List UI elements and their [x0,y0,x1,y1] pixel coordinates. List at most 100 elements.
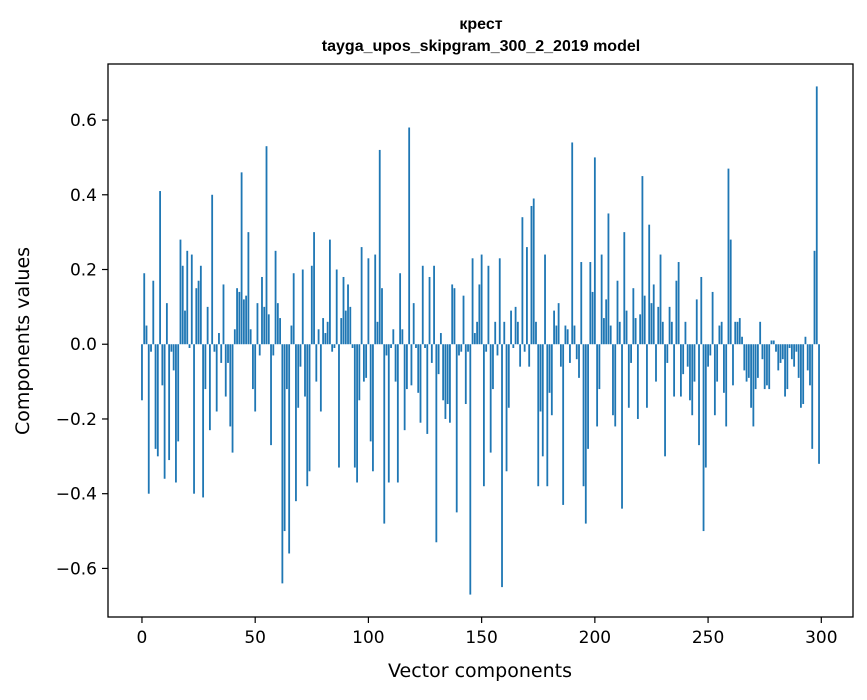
bar [618,321,621,345]
bar [526,247,528,345]
bar [238,291,241,345]
bar [650,303,653,345]
bar [584,344,587,524]
bar [417,344,420,393]
bar [247,232,250,345]
bar [290,325,293,345]
bar [469,344,472,595]
bar [503,321,506,345]
bar [437,344,440,375]
bar [680,344,682,397]
bar [270,344,272,446]
bar [759,321,762,345]
bar [184,310,186,345]
bar [344,310,347,345]
bar [215,344,218,412]
bar [306,344,309,487]
bar [188,344,191,348]
bar [433,265,435,345]
bar [612,344,614,416]
y-tick-label: 0.2 [70,261,97,281]
bar [208,344,211,431]
bar [329,239,331,345]
bar [596,344,599,427]
bar [220,344,223,363]
bar [603,318,605,345]
x-tick-label: 0 [137,628,148,648]
bar [702,344,705,532]
bar [206,306,209,345]
bar [485,344,488,352]
bar [473,333,476,345]
bar [797,344,800,378]
y-axis-ticks: −0.6 −0.4 −0.2 0.0 0.2 0.4 0.6 [56,111,108,579]
bar [700,276,703,345]
bar [408,127,411,345]
bar [695,299,698,345]
bar [575,344,578,360]
bar [689,344,691,401]
bar [578,344,580,378]
bar [211,194,214,345]
bar [274,250,277,345]
bar [204,344,207,390]
bar [607,213,610,345]
bar [446,344,449,405]
bar [571,142,574,345]
bar [383,344,386,524]
bar [675,280,678,345]
bar [154,344,157,449]
bar [784,344,786,397]
bar [385,344,388,356]
bar [281,344,284,584]
bar [272,344,275,356]
bar [781,344,784,360]
bar [254,344,257,412]
bar [668,306,671,345]
bar [582,344,585,487]
bar [410,344,413,386]
bar [482,344,485,487]
bar [630,344,632,363]
bar [614,344,617,427]
bar [756,344,759,378]
bar [301,269,304,345]
bar [374,254,377,345]
bar [426,344,429,434]
bar [591,291,594,345]
bar [573,325,576,345]
bar [752,344,755,427]
bar [598,344,601,390]
bar [609,325,612,345]
bar [444,344,447,419]
bar [727,168,730,345]
bar [655,344,657,382]
bar [639,314,642,345]
bar [313,232,315,345]
bar [415,344,417,348]
bar [421,265,424,345]
bar [442,344,445,401]
bar [616,280,619,345]
bar [698,344,700,446]
y-tick-label: 0.0 [70,335,97,355]
bar [496,344,499,356]
bar [193,344,195,494]
bar [745,344,748,382]
bar [562,344,565,505]
bar [505,344,508,472]
bar [815,86,818,345]
bar [657,306,660,345]
bar [202,344,205,498]
bar [141,344,143,401]
bar [265,146,268,345]
bar [342,276,345,345]
bar [684,321,687,345]
bar [790,344,793,360]
bar [401,329,404,345]
bar [802,344,805,405]
bar [258,344,261,356]
bar [736,321,739,345]
bar [263,306,266,345]
